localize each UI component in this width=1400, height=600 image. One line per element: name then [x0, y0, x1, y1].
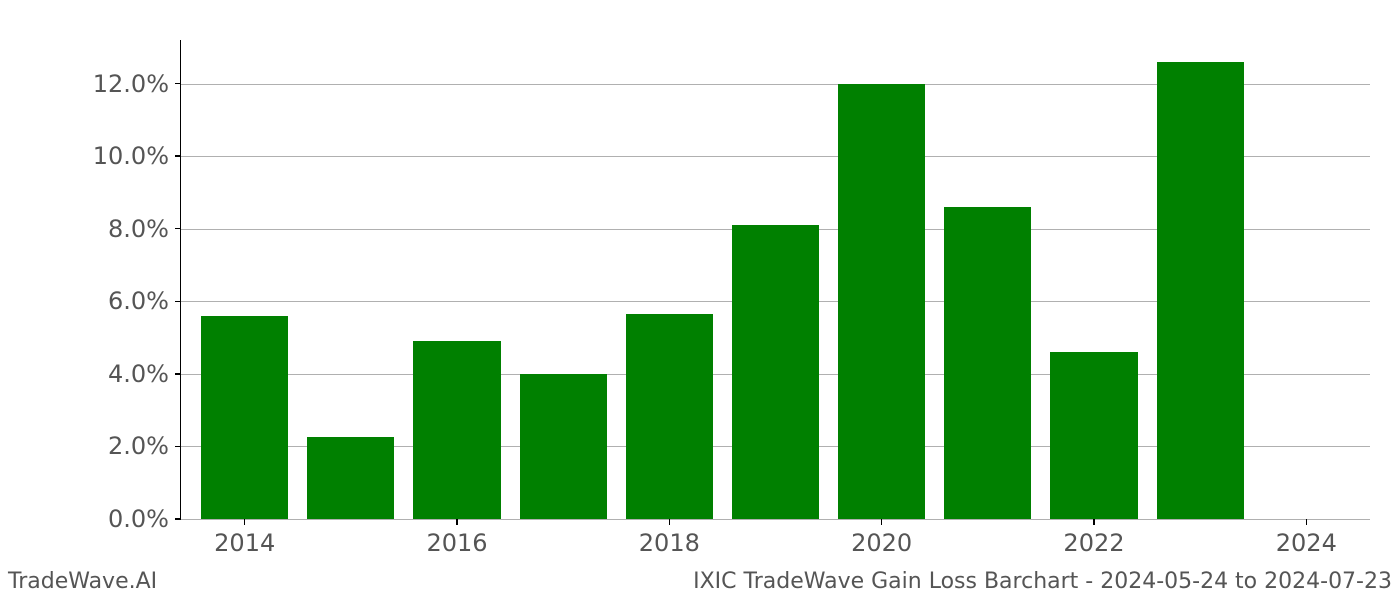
y-tick-mark [175, 228, 181, 230]
x-tick-label: 2024 [1276, 529, 1337, 557]
x-tick-label: 2014 [214, 529, 275, 557]
x-tick-mark [456, 519, 458, 525]
y-tick-mark [175, 83, 181, 85]
bar [944, 207, 1031, 519]
y-tick-label: 6.0% [108, 287, 169, 315]
y-tick-label: 0.0% [108, 505, 169, 533]
x-tick-label: 2018 [639, 529, 700, 557]
plot-area: 0.0%2.0%4.0%6.0%8.0%10.0%12.0%2014201620… [180, 40, 1370, 520]
y-tick-mark [175, 301, 181, 303]
y-tick-mark [175, 518, 181, 520]
x-tick-mark [1306, 519, 1308, 525]
y-tick-label: 12.0% [93, 70, 169, 98]
x-tick-mark [244, 519, 246, 525]
y-gridline [181, 519, 1370, 520]
footer-right-label: IXIC TradeWave Gain Loss Barchart - 2024… [693, 569, 1392, 594]
bar [626, 314, 713, 519]
bar [838, 84, 925, 519]
y-tick-mark [175, 155, 181, 157]
bar-chart: 0.0%2.0%4.0%6.0%8.0%10.0%12.0%2014201620… [180, 40, 1370, 520]
x-tick-mark [881, 519, 883, 525]
x-tick-mark [669, 519, 671, 525]
y-tick-label: 8.0% [108, 215, 169, 243]
bar [1157, 62, 1244, 519]
y-tick-mark [175, 446, 181, 448]
bar [520, 374, 607, 519]
x-tick-label: 2022 [1063, 529, 1124, 557]
y-tick-label: 2.0% [108, 432, 169, 460]
bar [732, 225, 819, 519]
x-tick-label: 2016 [426, 529, 487, 557]
y-tick-label: 4.0% [108, 360, 169, 388]
x-tick-mark [1093, 519, 1095, 525]
footer-left-label: TradeWave.AI [8, 569, 157, 594]
bar [307, 437, 394, 519]
bar [201, 316, 288, 519]
bar [413, 341, 500, 519]
y-tick-mark [175, 373, 181, 375]
bar [1050, 352, 1137, 519]
y-tick-label: 10.0% [93, 142, 169, 170]
x-tick-label: 2020 [851, 529, 912, 557]
